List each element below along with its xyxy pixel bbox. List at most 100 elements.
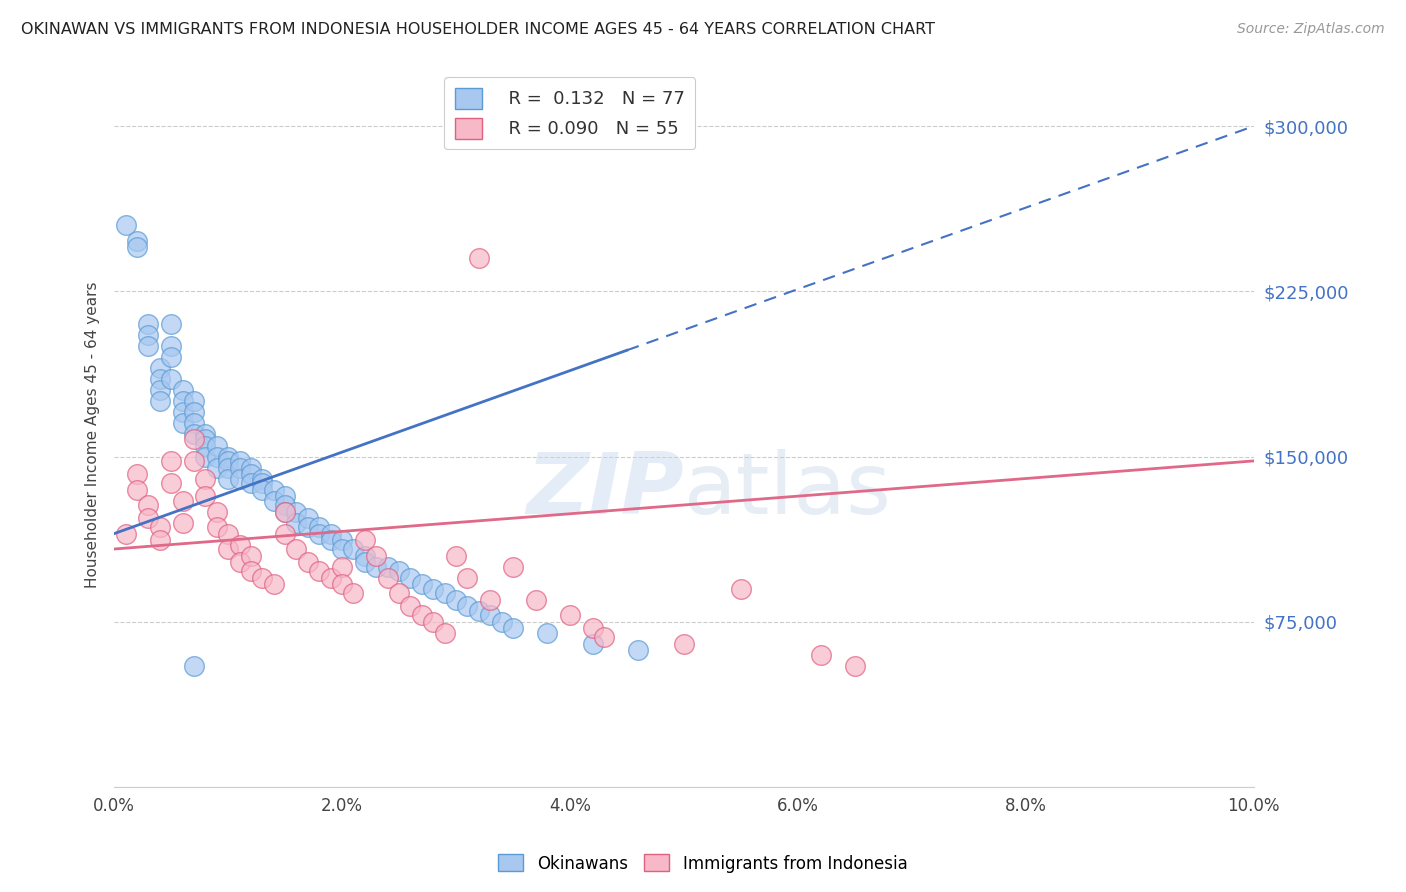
Point bbox=[183, 405, 205, 419]
Point bbox=[354, 555, 377, 569]
Point bbox=[205, 520, 228, 534]
Point bbox=[149, 533, 172, 548]
Point bbox=[354, 533, 377, 548]
Point bbox=[456, 599, 478, 614]
Point bbox=[183, 417, 205, 431]
Point bbox=[582, 621, 605, 635]
Point bbox=[844, 658, 866, 673]
Text: atlas: atlas bbox=[683, 450, 891, 533]
Point bbox=[125, 240, 148, 254]
Point bbox=[308, 520, 330, 534]
Point bbox=[308, 526, 330, 541]
Point bbox=[205, 505, 228, 519]
Point bbox=[627, 643, 650, 657]
Point bbox=[263, 483, 285, 497]
Point bbox=[228, 454, 250, 468]
Point bbox=[172, 384, 194, 398]
Point bbox=[536, 625, 558, 640]
Point bbox=[399, 571, 422, 585]
Point bbox=[172, 493, 194, 508]
Point bbox=[160, 475, 183, 490]
Point bbox=[149, 361, 172, 376]
Point bbox=[138, 511, 160, 525]
Point bbox=[354, 549, 377, 563]
Point bbox=[297, 520, 319, 534]
Point bbox=[160, 351, 183, 365]
Point bbox=[183, 658, 205, 673]
Point bbox=[138, 328, 160, 343]
Point bbox=[160, 454, 183, 468]
Point bbox=[183, 432, 205, 446]
Point bbox=[444, 592, 467, 607]
Point bbox=[308, 564, 330, 578]
Point bbox=[138, 318, 160, 332]
Point bbox=[149, 384, 172, 398]
Point bbox=[502, 621, 524, 635]
Point bbox=[160, 339, 183, 353]
Point bbox=[672, 637, 695, 651]
Point bbox=[411, 608, 433, 623]
Point bbox=[172, 417, 194, 431]
Point bbox=[810, 648, 832, 662]
Point bbox=[433, 586, 456, 600]
Point bbox=[252, 483, 274, 497]
Text: Source: ZipAtlas.com: Source: ZipAtlas.com bbox=[1237, 22, 1385, 37]
Point bbox=[274, 505, 297, 519]
Point bbox=[468, 604, 491, 618]
Point bbox=[160, 372, 183, 386]
Point bbox=[228, 538, 250, 552]
Point bbox=[194, 471, 217, 485]
Point bbox=[263, 577, 285, 591]
Point bbox=[422, 615, 444, 629]
Point bbox=[479, 608, 502, 623]
Point bbox=[411, 577, 433, 591]
Point bbox=[285, 541, 308, 556]
Point bbox=[217, 526, 239, 541]
Point bbox=[160, 318, 183, 332]
Legend:   R =  0.132   N = 77,   R = 0.090   N = 55: R = 0.132 N = 77, R = 0.090 N = 55 bbox=[444, 77, 696, 150]
Point bbox=[468, 252, 491, 266]
Point bbox=[524, 592, 547, 607]
Point bbox=[149, 520, 172, 534]
Point bbox=[342, 541, 364, 556]
Point bbox=[183, 454, 205, 468]
Point bbox=[172, 516, 194, 530]
Point bbox=[399, 599, 422, 614]
Point bbox=[239, 467, 262, 482]
Point bbox=[433, 625, 456, 640]
Point bbox=[217, 471, 239, 485]
Point bbox=[491, 615, 513, 629]
Point bbox=[149, 394, 172, 409]
Point bbox=[228, 555, 250, 569]
Point bbox=[172, 394, 194, 409]
Point bbox=[388, 586, 411, 600]
Point bbox=[149, 372, 172, 386]
Point bbox=[330, 559, 353, 574]
Point bbox=[252, 471, 274, 485]
Point bbox=[194, 489, 217, 503]
Point bbox=[377, 571, 399, 585]
Point bbox=[274, 526, 297, 541]
Point bbox=[479, 592, 502, 607]
Point bbox=[422, 582, 444, 596]
Point bbox=[342, 586, 364, 600]
Point bbox=[138, 339, 160, 353]
Point bbox=[319, 533, 342, 548]
Point bbox=[297, 511, 319, 525]
Point bbox=[228, 460, 250, 475]
Point bbox=[138, 498, 160, 512]
Point bbox=[263, 493, 285, 508]
Point bbox=[194, 432, 217, 446]
Point bbox=[205, 438, 228, 452]
Point bbox=[319, 526, 342, 541]
Point bbox=[252, 475, 274, 490]
Point bbox=[194, 438, 217, 452]
Text: OKINAWAN VS IMMIGRANTS FROM INDONESIA HOUSEHOLDER INCOME AGES 45 - 64 YEARS CORR: OKINAWAN VS IMMIGRANTS FROM INDONESIA HO… bbox=[21, 22, 935, 37]
Point bbox=[330, 577, 353, 591]
Point bbox=[172, 405, 194, 419]
Point bbox=[183, 394, 205, 409]
Point bbox=[274, 489, 297, 503]
Point bbox=[205, 450, 228, 464]
Point bbox=[330, 533, 353, 548]
Point bbox=[274, 505, 297, 519]
